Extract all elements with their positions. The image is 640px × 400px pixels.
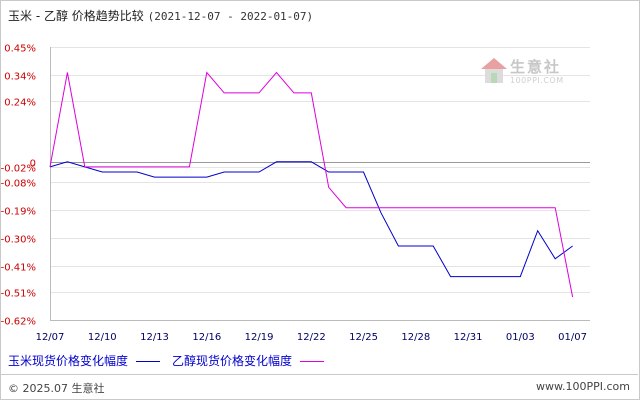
watermark-url: 100PPI.COM bbox=[510, 76, 564, 85]
x-tick-label: 12/25 bbox=[349, 332, 378, 343]
chart-title: 玉米 - 乙醇 价格趋势比较 (2021-12-07 - 2022-01-07) bbox=[8, 7, 313, 24]
axis-layer bbox=[50, 47, 590, 321]
x-tick-label: 12/10 bbox=[88, 332, 117, 343]
chart-title-name: 玉米 - 乙醇 价格趋势比较 bbox=[8, 9, 144, 23]
chart-legend: 玉米现货价格变化幅度 乙醇现货价格变化幅度 bbox=[8, 352, 336, 368]
series-layer bbox=[49, 71, 574, 298]
legend-item: 乙醇现货价格变化幅度 bbox=[172, 352, 325, 369]
legend-label: 玉米现货价格变化幅度 bbox=[8, 354, 129, 368]
x-tick-label: 12/16 bbox=[192, 332, 221, 343]
x-tick-label: 12/31 bbox=[454, 332, 483, 343]
house-logo-icon bbox=[481, 58, 507, 83]
y-tick-label: -0.30% bbox=[1, 235, 36, 246]
x-tick-label: 12/13 bbox=[140, 332, 169, 343]
x-tick-label: 12/22 bbox=[297, 332, 326, 343]
series-line-0 bbox=[49, 161, 573, 278]
series-line-1 bbox=[49, 71, 574, 298]
legend-swatch bbox=[300, 361, 325, 362]
watermark: 生意社 100PPI.COM bbox=[480, 54, 580, 94]
x-tick-label: 12/07 bbox=[36, 332, 65, 343]
legend-item: 玉米现货价格变化幅度 bbox=[8, 352, 161, 369]
y-tick-label: -0.19% bbox=[1, 207, 36, 218]
x-tick-label: 12/19 bbox=[245, 332, 274, 343]
copyright-text: © 2025.07 生意社 bbox=[8, 382, 105, 395]
x-tick-label: 01/03 bbox=[506, 332, 535, 343]
watermark-text: 生意社 bbox=[510, 58, 562, 76]
footer: © 2025.07 生意社 www.100PPI.com bbox=[0, 374, 638, 399]
site-url-link[interactable]: www.100PPI.com bbox=[536, 380, 630, 393]
y-tick-label: -0.02% bbox=[1, 164, 36, 175]
y-tick-label: 0.24% bbox=[4, 98, 36, 109]
x-tick-label: 01/07 bbox=[558, 332, 587, 343]
chart-title-range: (2021-12-07 - 2022-01-07) bbox=[147, 10, 314, 23]
y-tick-label: -0.41% bbox=[1, 263, 36, 274]
y-tick-label: -0.62% bbox=[1, 317, 36, 328]
price-comparison-chart: 0.45% 0.34% 0.24% 0-0.02% -0.08% -0.19% -0.30%… bbox=[1, 44, 590, 344]
y-tick-label: -0.08% bbox=[1, 179, 36, 190]
label-layer: 0.45% 0.34% 0.24% 0-0.02% -0.08% -0.19% -0.30%… bbox=[1, 44, 587, 344]
y-tick-label: 0.34% bbox=[4, 72, 36, 83]
x-tick-label: 12/28 bbox=[401, 332, 430, 343]
y-tick-label: 0.45% bbox=[4, 44, 36, 55]
legend-swatch bbox=[136, 361, 161, 362]
y-tick-label: 0 bbox=[30, 159, 36, 170]
legend-label: 乙醇现货价格变化幅度 bbox=[172, 354, 293, 368]
y-tick-label: -0.51% bbox=[1, 289, 36, 300]
grid-layer bbox=[50, 47, 590, 321]
